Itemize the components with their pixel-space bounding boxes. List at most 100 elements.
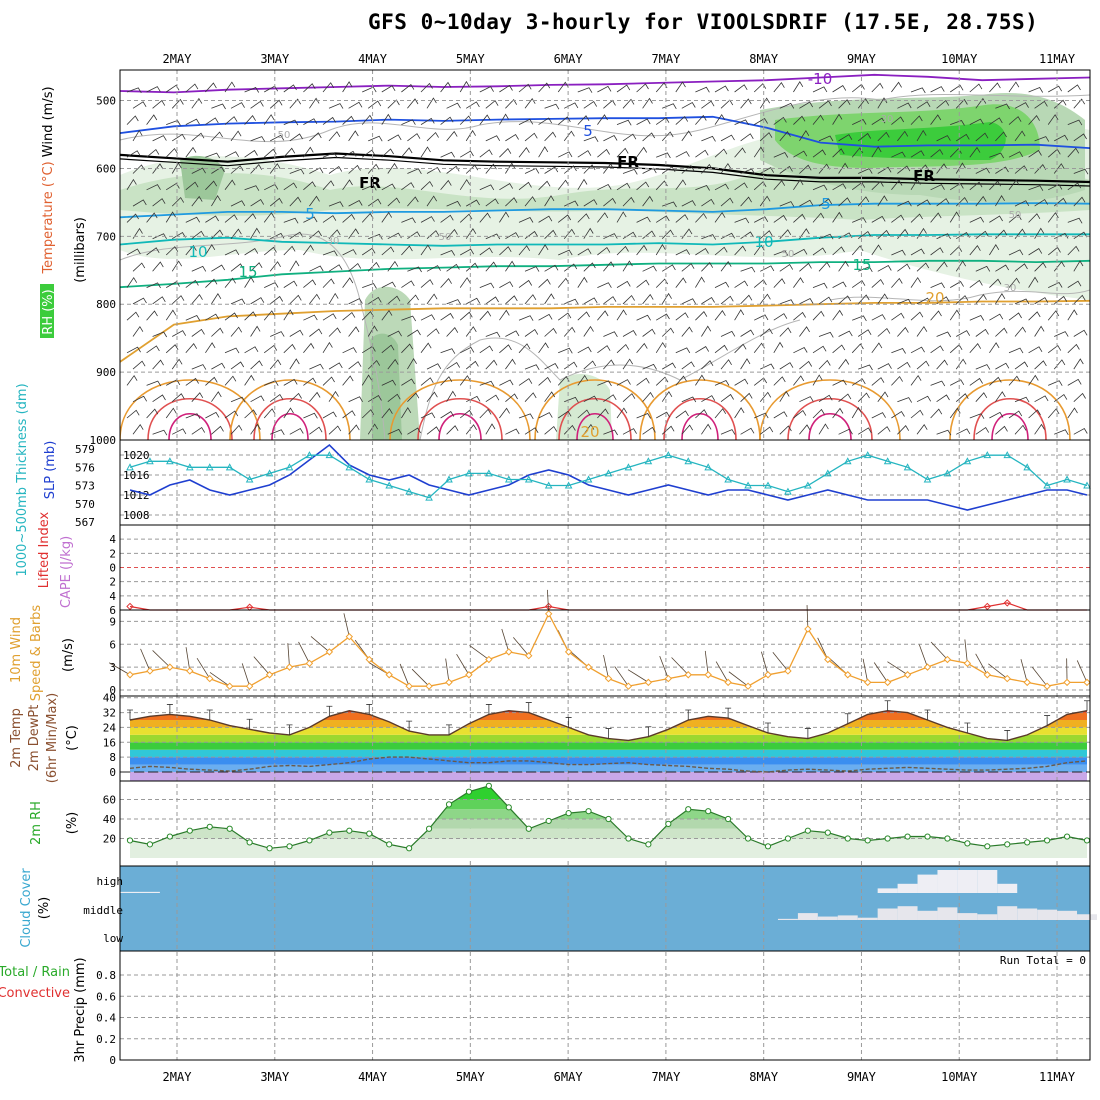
wind-barb [989, 180, 1002, 191]
wind-barb [851, 280, 866, 288]
wind-barb [701, 163, 713, 174]
wind-barb [466, 395, 481, 403]
thickness-point [943, 469, 952, 477]
wind-speed-point [644, 678, 653, 687]
wind-barb [597, 183, 612, 191]
temp-minmax-bar [286, 724, 293, 735]
wind-barb [930, 310, 942, 321]
rh-point [206, 823, 213, 830]
temp-contour-line [120, 233, 1090, 247]
wind-barb [956, 330, 971, 337]
wind-barb [1054, 134, 1069, 142]
wind-barb [264, 281, 279, 288]
wind-barb [407, 133, 421, 142]
temp-contour-25 [229, 379, 351, 440]
thickness-tick-label: 567 [75, 516, 95, 529]
wind-barb [936, 233, 951, 240]
wind-barb [793, 410, 807, 419]
rh-point [425, 825, 433, 832]
wind-barb [191, 230, 205, 240]
wind-barb [289, 133, 303, 142]
wind-barb [446, 263, 460, 272]
wind-barb [538, 215, 553, 223]
wind-barb [681, 164, 695, 174]
wind-barb [642, 363, 657, 370]
wind-barb [309, 265, 324, 272]
wind-barb [191, 294, 203, 305]
wind-barb [734, 147, 746, 158]
wind-barb [1034, 136, 1050, 142]
wind-barb [642, 265, 657, 272]
wind-barb [224, 375, 237, 386]
wind-barb [714, 183, 729, 191]
temp-minmax-bar [1084, 700, 1090, 711]
wind-barb [799, 101, 814, 109]
wind-barb [995, 131, 1007, 142]
wind-barb [283, 245, 296, 256]
wind-barb [577, 374, 589, 386]
wind-barb [989, 342, 1000, 354]
wind-barb [126, 409, 140, 419]
wind-barb [420, 146, 431, 158]
temp-minmax-bar [685, 709, 692, 720]
wind-barb [1014, 102, 1029, 109]
wind-barb [740, 133, 754, 142]
axis-title: 2m RH [29, 801, 44, 845]
wind-barb [695, 149, 709, 158]
wind-barb [126, 248, 141, 256]
wind-barb [205, 180, 218, 191]
wind-barb [989, 117, 1003, 125]
rh-shading [556, 374, 612, 440]
wind-barb [563, 263, 578, 272]
wind-barb-10m [501, 628, 510, 653]
wind-barb [779, 390, 790, 402]
wind-barb [152, 296, 166, 305]
wind-barb [420, 244, 432, 256]
wind-barb [269, 99, 283, 109]
rh-legend-swatch [40, 284, 54, 338]
wind-barb [969, 83, 983, 93]
wind-speed-point [505, 648, 513, 656]
thickness-point [883, 457, 892, 465]
wind-barb [205, 342, 216, 354]
temp-tick-label: 24 [103, 721, 117, 734]
wind-barb [930, 114, 942, 125]
wind-barb [505, 260, 516, 272]
wind-barb [1054, 429, 1069, 436]
wind-barb [224, 179, 236, 191]
wind-speed-point [285, 663, 294, 671]
wind-barb [812, 345, 827, 354]
cloud-middle-bar [1017, 908, 1038, 920]
wind-barb [897, 425, 910, 435]
precip-tick-label: 0.8 [96, 969, 116, 982]
wind-barb [661, 292, 672, 305]
wind-barb [714, 113, 726, 125]
rh-point [924, 833, 931, 840]
cloud-middle-bar [797, 913, 818, 920]
rh-point [226, 825, 233, 832]
rh-point [126, 837, 134, 844]
wind-barb-10m [185, 647, 191, 672]
wind-barb [661, 131, 674, 142]
lifted-index-line [129, 602, 1087, 611]
wind-barb [165, 211, 176, 223]
wind-barb [263, 148, 277, 158]
wind-barb [832, 183, 847, 191]
wind-barb [146, 408, 159, 419]
wind-barb [695, 86, 710, 93]
wind-barb [656, 152, 671, 159]
rh-contour [120, 93, 1090, 143]
wind-barb [387, 162, 398, 174]
wind-barb [126, 346, 141, 354]
wind-barb [720, 197, 734, 207]
wind-barb [146, 247, 160, 256]
wind-barb [146, 148, 160, 158]
wind-speed-point [126, 671, 134, 679]
wind-barb [191, 97, 203, 109]
rh-contour-label: 50 [782, 249, 795, 260]
temp-contour-25 [389, 379, 531, 440]
wind-barb [858, 364, 873, 371]
wind-barb [270, 429, 285, 436]
wind-barb [348, 199, 363, 207]
wind-barb [930, 212, 942, 223]
